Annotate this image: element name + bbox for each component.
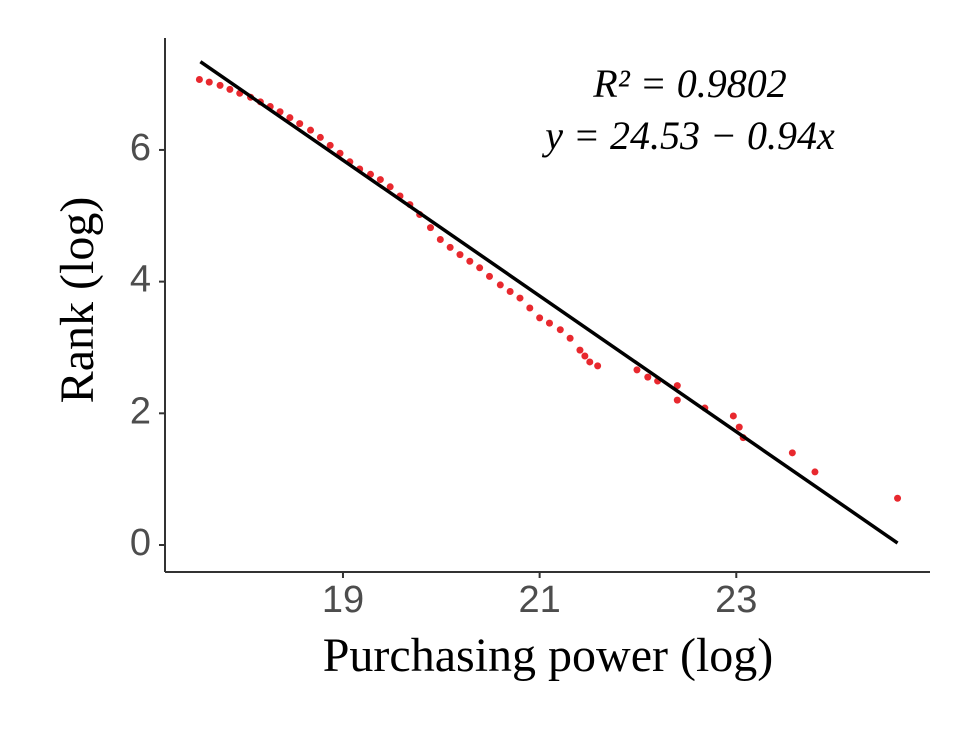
x-axis-title: Purchasing power (log) (323, 629, 774, 682)
point (307, 126, 315, 134)
x-tick-label: 21 (518, 579, 560, 621)
r2-annotation: R² = 0.9802 (592, 61, 786, 106)
point (788, 449, 796, 457)
x-tick-label: 19 (322, 579, 364, 621)
point (581, 352, 589, 360)
point (811, 468, 819, 476)
point (456, 251, 464, 259)
point (485, 272, 493, 280)
y-tick-label: 4 (130, 259, 151, 301)
x-tick-label: 23 (715, 579, 757, 621)
point (436, 235, 444, 243)
point (729, 412, 737, 420)
point (644, 373, 652, 381)
point (286, 114, 294, 122)
point (476, 264, 484, 272)
point (633, 366, 641, 374)
y-axis-title: Rank (log) (51, 197, 104, 404)
y-tick-label: 6 (130, 127, 151, 169)
point (673, 382, 681, 390)
fit-line (199, 60, 899, 545)
equation-annotation: y = 24.53 − 0.94x (541, 113, 835, 158)
point (545, 319, 553, 327)
y-tick-label: 2 (130, 390, 151, 432)
point (735, 423, 743, 431)
point (205, 78, 213, 86)
point (536, 314, 544, 322)
point (506, 288, 514, 296)
point (586, 358, 594, 366)
point (556, 326, 564, 334)
point (216, 81, 224, 89)
point (446, 243, 454, 251)
point (516, 294, 524, 302)
point (195, 75, 203, 83)
point (673, 396, 681, 404)
point (386, 183, 394, 191)
point (296, 120, 304, 128)
point (594, 362, 602, 370)
point (526, 304, 534, 312)
point (576, 346, 584, 354)
point (326, 141, 334, 149)
point (496, 281, 504, 289)
point (226, 85, 234, 93)
point (426, 224, 434, 232)
point (316, 133, 324, 141)
point (466, 257, 474, 265)
y-tick-label: 0 (130, 522, 151, 564)
point (894, 494, 902, 502)
point (376, 176, 384, 184)
point (566, 334, 574, 342)
